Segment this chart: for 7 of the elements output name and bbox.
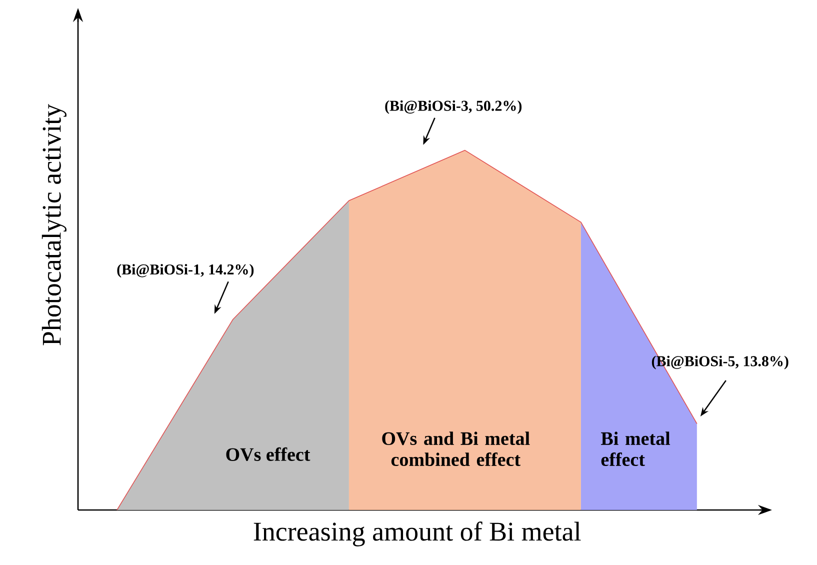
annotation: Bi metal effect [601,432,670,466]
annotation: (Bi@BiOSi-1, 14.2%) [117,264,254,278]
annotation: OVs and Bi metal combined effect [382,432,530,466]
x-axis-title: Increasing amount of Bi metal [254,522,581,546]
y-axis-title: Photocatalytic activity [42,104,66,346]
text: (Bi@BiOSi-3, 50.2%) [385,100,522,114]
annotation: OVs effect [226,447,310,462]
